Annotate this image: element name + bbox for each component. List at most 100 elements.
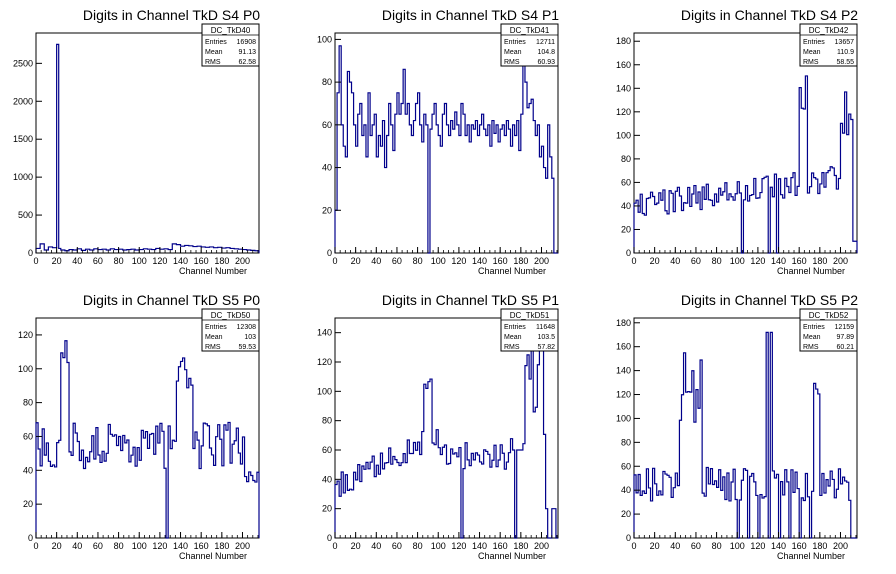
x-tick-label: 100 — [132, 256, 147, 266]
y-tick-label: 20 — [322, 205, 332, 215]
x-tick-label: 100 — [132, 541, 147, 551]
histogram-panel: Digits in Channel TkD S4 P0 0 20 40 60 80 100 1… — [13, 7, 260, 276]
y-tick-label: 120 — [18, 330, 33, 340]
x-tick-label: 40 — [371, 541, 381, 551]
y-tick-label: 60 — [322, 445, 332, 455]
x-axis-label: Channel Number — [179, 266, 247, 276]
x-tick-label: 200 — [534, 256, 549, 266]
y-tick-label: 20 — [322, 504, 332, 514]
stats-value: 103 — [244, 334, 256, 341]
x-tick-label: 40 — [72, 541, 82, 551]
stats-label: Entries — [803, 324, 825, 331]
x-tick-label: 0 — [332, 541, 337, 551]
panel-title: Digits in Channel TkD S4 P2 — [681, 7, 858, 23]
histogram-panel: Digits in Channel TkD S5 P1 0 20 40 60 80 100 1… — [317, 292, 559, 561]
x-tick-label: 180 — [812, 256, 827, 266]
stats-label: RMS — [205, 59, 221, 66]
stats-value: 62.58 — [238, 59, 256, 66]
stats-box-frame — [500, 308, 559, 352]
x-tick-label: 140 — [472, 541, 487, 551]
y-tick-label: 160 — [616, 342, 631, 352]
stats-label: Mean — [803, 334, 821, 341]
x-tick-label: 0 — [332, 256, 337, 266]
stats-label: Entries — [205, 39, 227, 46]
stats-value: 12159 — [835, 324, 855, 331]
histogram-series — [334, 326, 558, 539]
x-tick-label: 40 — [371, 256, 381, 266]
stats-value: 103.5 — [537, 334, 555, 341]
x-tick-label: 20 — [351, 256, 361, 266]
x-tick-label: 180 — [513, 256, 528, 266]
histogram-series — [633, 75, 858, 254]
y-tick-label: 1500 — [13, 134, 33, 144]
y-tick-label: 20 — [23, 499, 33, 509]
x-tick-label: 120 — [451, 541, 466, 551]
x-tick-label: 120 — [152, 256, 167, 266]
histogram-panel: Digits in Channel TkD S4 P1 0 20 40 60 80 100 1… — [317, 7, 559, 276]
y-tick-label: 80 — [621, 437, 631, 447]
x-tick-label: 180 — [513, 541, 528, 551]
x-tick-label: 20 — [52, 541, 62, 551]
stats-box-frame — [201, 308, 260, 352]
stats-value: 59.53 — [238, 344, 256, 351]
stats-value: 60.21 — [836, 344, 854, 351]
y-tick-label: 2500 — [13, 58, 33, 68]
stats-label: Mean — [803, 49, 821, 56]
y-tick-label: 120 — [317, 357, 332, 367]
x-tick-label: 140 — [771, 541, 786, 551]
y-tick-label: 80 — [322, 416, 332, 426]
x-tick-label: 80 — [413, 256, 423, 266]
stats-value: 16908 — [237, 39, 257, 46]
y-tick-label: 500 — [18, 210, 33, 220]
y-tick-label: 140 — [616, 83, 631, 93]
y-tick-label: 60 — [322, 120, 332, 130]
panel-title: Digits in Channel TkD S5 P2 — [681, 292, 858, 308]
stats-label: RMS — [504, 59, 520, 66]
x-tick-label: 20 — [650, 256, 660, 266]
plot-frame — [334, 32, 559, 254]
x-tick-label: 200 — [235, 256, 250, 266]
x-tick-label: 60 — [93, 256, 103, 266]
x-tick-label: 20 — [650, 541, 660, 551]
stats-value: 13657 — [835, 39, 855, 46]
stats-label: Entries — [504, 324, 526, 331]
x-tick-label: 40 — [670, 541, 680, 551]
x-tick-label: 60 — [392, 541, 402, 551]
stats-value: 12711 — [536, 39, 555, 46]
panel-title: Digits in Channel TkD S4 P1 — [382, 7, 559, 23]
y-tick-label: 100 — [317, 386, 332, 396]
x-tick-label: 160 — [792, 256, 807, 266]
x-tick-label: 200 — [833, 256, 848, 266]
stats-name: DC_TkD42 — [809, 26, 849, 35]
stats-name: DC_TkD40 — [211, 26, 251, 35]
y-tick-label: 60 — [621, 177, 631, 187]
x-tick-label: 0 — [631, 541, 636, 551]
stats-name: DC_TkD52 — [809, 311, 849, 320]
histogram-series — [35, 43, 260, 253]
y-tick-label: 100 — [616, 130, 631, 140]
x-tick-label: 80 — [114, 256, 124, 266]
stats-label: Entries — [205, 324, 227, 331]
y-tick-label: 40 — [23, 465, 33, 475]
y-tick-label: 20 — [621, 224, 631, 234]
stats-value: 57.82 — [537, 344, 555, 351]
plot-frame — [633, 317, 858, 539]
y-tick-label: 0 — [28, 533, 33, 543]
x-tick-label: 120 — [750, 541, 765, 551]
stats-label: Mean — [205, 49, 223, 56]
histogram-series — [633, 331, 857, 539]
x-axis-label: Channel Number — [777, 551, 845, 561]
y-tick-label: 0 — [626, 248, 631, 258]
histogram-panel: Digits in Channel TkD S4 P2 0 20 40 60 80 100 1… — [616, 7, 858, 276]
histogram-panel: Digits in Channel TkD S5 P0 0 20 40 60 80 100 1… — [18, 292, 260, 561]
y-tick-label: 40 — [621, 485, 631, 495]
x-tick-label: 200 — [235, 541, 250, 551]
stats-label: RMS — [504, 344, 520, 351]
x-tick-label: 40 — [72, 256, 82, 266]
x-tick-label: 60 — [392, 256, 402, 266]
x-tick-label: 0 — [33, 256, 38, 266]
y-tick-label: 120 — [616, 390, 631, 400]
y-tick-label: 180 — [616, 318, 631, 328]
histogram-panel: Digits in Channel TkD S5 P2 0 20 40 60 80 100 1… — [616, 292, 858, 561]
stats-name: DC_TkD51 — [510, 311, 550, 320]
